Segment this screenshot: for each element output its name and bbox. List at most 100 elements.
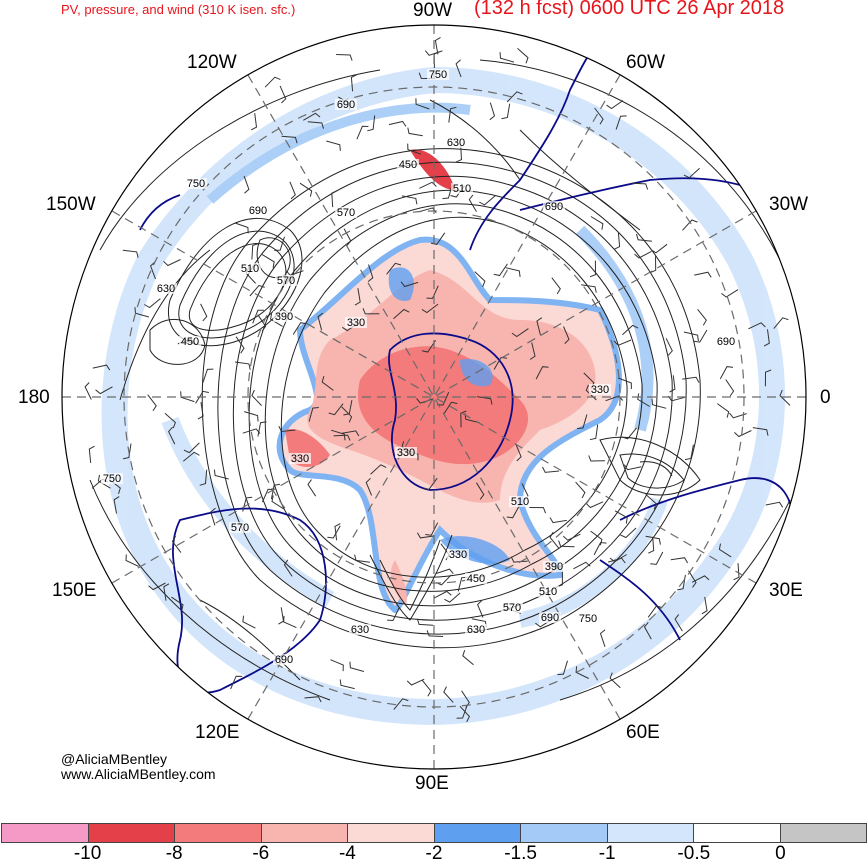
wind-barb [622,324,639,336]
wind-barb [721,289,739,298]
wind-barb [235,336,245,354]
wind-barb [693,329,708,343]
contour-label: 330 [449,549,467,561]
wind-barb [171,536,182,553]
wind-barb [270,313,283,327]
wind-barb [683,331,699,342]
wind-barb [462,650,474,666]
contour-label: 510 [453,183,471,195]
credit-author: @AliciaMBentley [61,751,168,767]
wind-barb [643,621,652,640]
coastlines [139,39,794,694]
lon-label-150e: 150E [52,580,97,601]
contour-label: 690 [337,99,355,111]
wind-barb [270,483,281,500]
contour-label: 450 [467,573,485,585]
wind-barb [636,233,653,242]
wind-barb [589,424,599,441]
wind-barb [594,107,604,125]
wind-barb [607,557,626,564]
contour-label: 510 [511,496,529,508]
colorbar-tick-label: -1.5 [504,843,537,864]
wind-barb [350,74,358,92]
wind-barb [459,705,471,723]
wind-barb [648,536,655,554]
wind-barb [501,103,511,120]
colorbar-tick-label: -6 [252,843,270,864]
wind-barb [150,261,156,280]
wind-barb [493,356,508,370]
wind-barb [349,661,365,672]
wind-barb [479,195,496,206]
wind-barb [243,175,250,194]
wind-barb [499,52,515,63]
wind-barb [426,630,444,637]
wind-barb [326,140,341,151]
wind-barb [419,181,437,189]
contour-label: 690 [275,654,293,666]
wind-barb [637,393,650,407]
wind-barb [327,525,341,539]
wind-barb [292,322,307,335]
wind-barb [475,482,485,500]
wind-barb [631,182,649,190]
lon-label-90e: 90E [415,773,449,794]
contour-label: 570 [231,522,249,534]
wind-barb [180,391,195,403]
wind-barb [407,143,422,155]
product-title: PV, pressure, and wind (310 K isen. sfc.… [61,2,296,17]
polar-map: 750 690 630 450 510 690 570 690 750 510 570 630 390 3… [61,24,807,770]
wind-barb [434,590,452,599]
colorbar-swatch [348,824,435,842]
wind-barb [261,254,275,268]
wind-barb [95,386,113,395]
contour-label: 750 [579,613,597,625]
wind-barb [199,469,208,486]
wind-barb [251,243,259,260]
wind-barb [665,338,673,356]
contour-label: 330 [291,453,309,465]
wind-barb [549,531,560,549]
wind-barb [388,120,407,127]
wind-barb [168,426,176,445]
wind-barb [386,262,402,275]
wind-barb [213,469,229,480]
wind-barb [356,125,369,140]
wind-barb [387,607,400,622]
colorbar-swatch [175,824,262,842]
wind-barb [321,376,334,391]
lon-label-30e: 30E [769,580,803,601]
wind-barb [444,592,461,603]
contour-label: 690 [545,201,563,213]
wind-barb [367,264,374,282]
wind-barb [84,382,92,400]
wind-barb [443,401,458,415]
wind-barb [701,596,708,615]
wind-barb [448,106,457,123]
lon-label-150w: 150W [46,194,96,215]
contour-label: 630 [157,283,175,295]
wind-barb [299,182,313,197]
wind-barb [618,377,632,390]
wind-barb [621,427,637,440]
wind-barb [362,308,380,315]
wind-barb [328,403,344,416]
wind-barb [609,554,627,563]
wind-barb [558,540,575,548]
wind-barb [163,583,170,601]
wind-barb [425,522,439,536]
wind-barb [718,543,732,558]
colorbar-swatch [780,824,866,842]
wind-barb [468,194,477,212]
wind-barb [249,284,265,297]
wind-barb [669,375,676,393]
wind-barb [244,411,259,422]
wind-barb [779,389,791,406]
wind-barb [682,219,698,231]
wind-barb [650,551,664,565]
wind-barb [163,259,181,267]
wind-barb [88,445,95,463]
wind-barb [505,267,521,277]
contour-label: 390 [545,561,563,573]
wind-barb [442,184,453,200]
